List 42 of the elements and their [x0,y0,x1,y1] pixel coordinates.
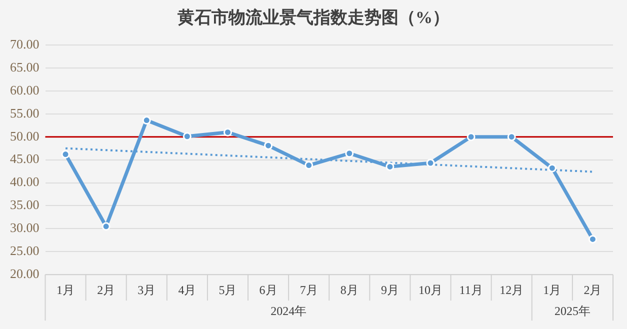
point [386,162,394,171]
text: 2025年 [554,304,590,318]
y-tick-label: 20.00 [10,266,40,282]
point [345,149,354,158]
y-tick-label: 70.00 [10,36,40,52]
x-tick-label: 4月 [178,282,196,297]
point [507,132,516,142]
x-tick-label: 11月 [459,282,483,297]
x-tick-label: 10月 [418,282,443,297]
x-tick-label: 3月 [138,282,156,297]
point [548,164,556,172]
text: 2024年 [270,304,307,318]
x-tick-label: 1月 [543,282,562,297]
point [426,158,435,168]
y-tick-label: 45.00 [10,151,40,166]
point [304,161,314,170]
x-tick-label: 5月 [218,282,237,297]
x-tick-label: 8月 [340,282,358,297]
point [142,116,151,125]
x-tick-label: 2月 [584,282,602,297]
point [61,150,70,159]
y-tick-label: 40.00 [10,174,40,190]
point [466,132,476,142]
y-tick-label: 35.00 [10,197,40,212]
x-tick-label: 2月 [97,282,116,297]
point [264,141,273,150]
y-tick-label: 25.00 [10,243,40,258]
x-tick-label: 6月 [259,282,278,297]
y-tick-label: 55.00 [10,105,40,120]
y-tick-label: 50.00 [10,128,40,144]
x-tick-label: 12月 [500,282,524,297]
chart-title: 黄石市物流业景气指数走势图（%） [176,7,450,29]
point [223,128,232,136]
x-tick-label: 7月 [300,282,318,297]
x-tick-label: 1月 [56,282,75,297]
point [102,222,110,231]
y-tick-label: 65.00 [10,59,40,74]
y-tick-label: 30.00 [10,220,40,236]
x-tick-label: 9月 [380,282,399,297]
point [588,234,597,244]
y-tick-label: 60.00 [10,82,40,98]
point [182,132,192,141]
